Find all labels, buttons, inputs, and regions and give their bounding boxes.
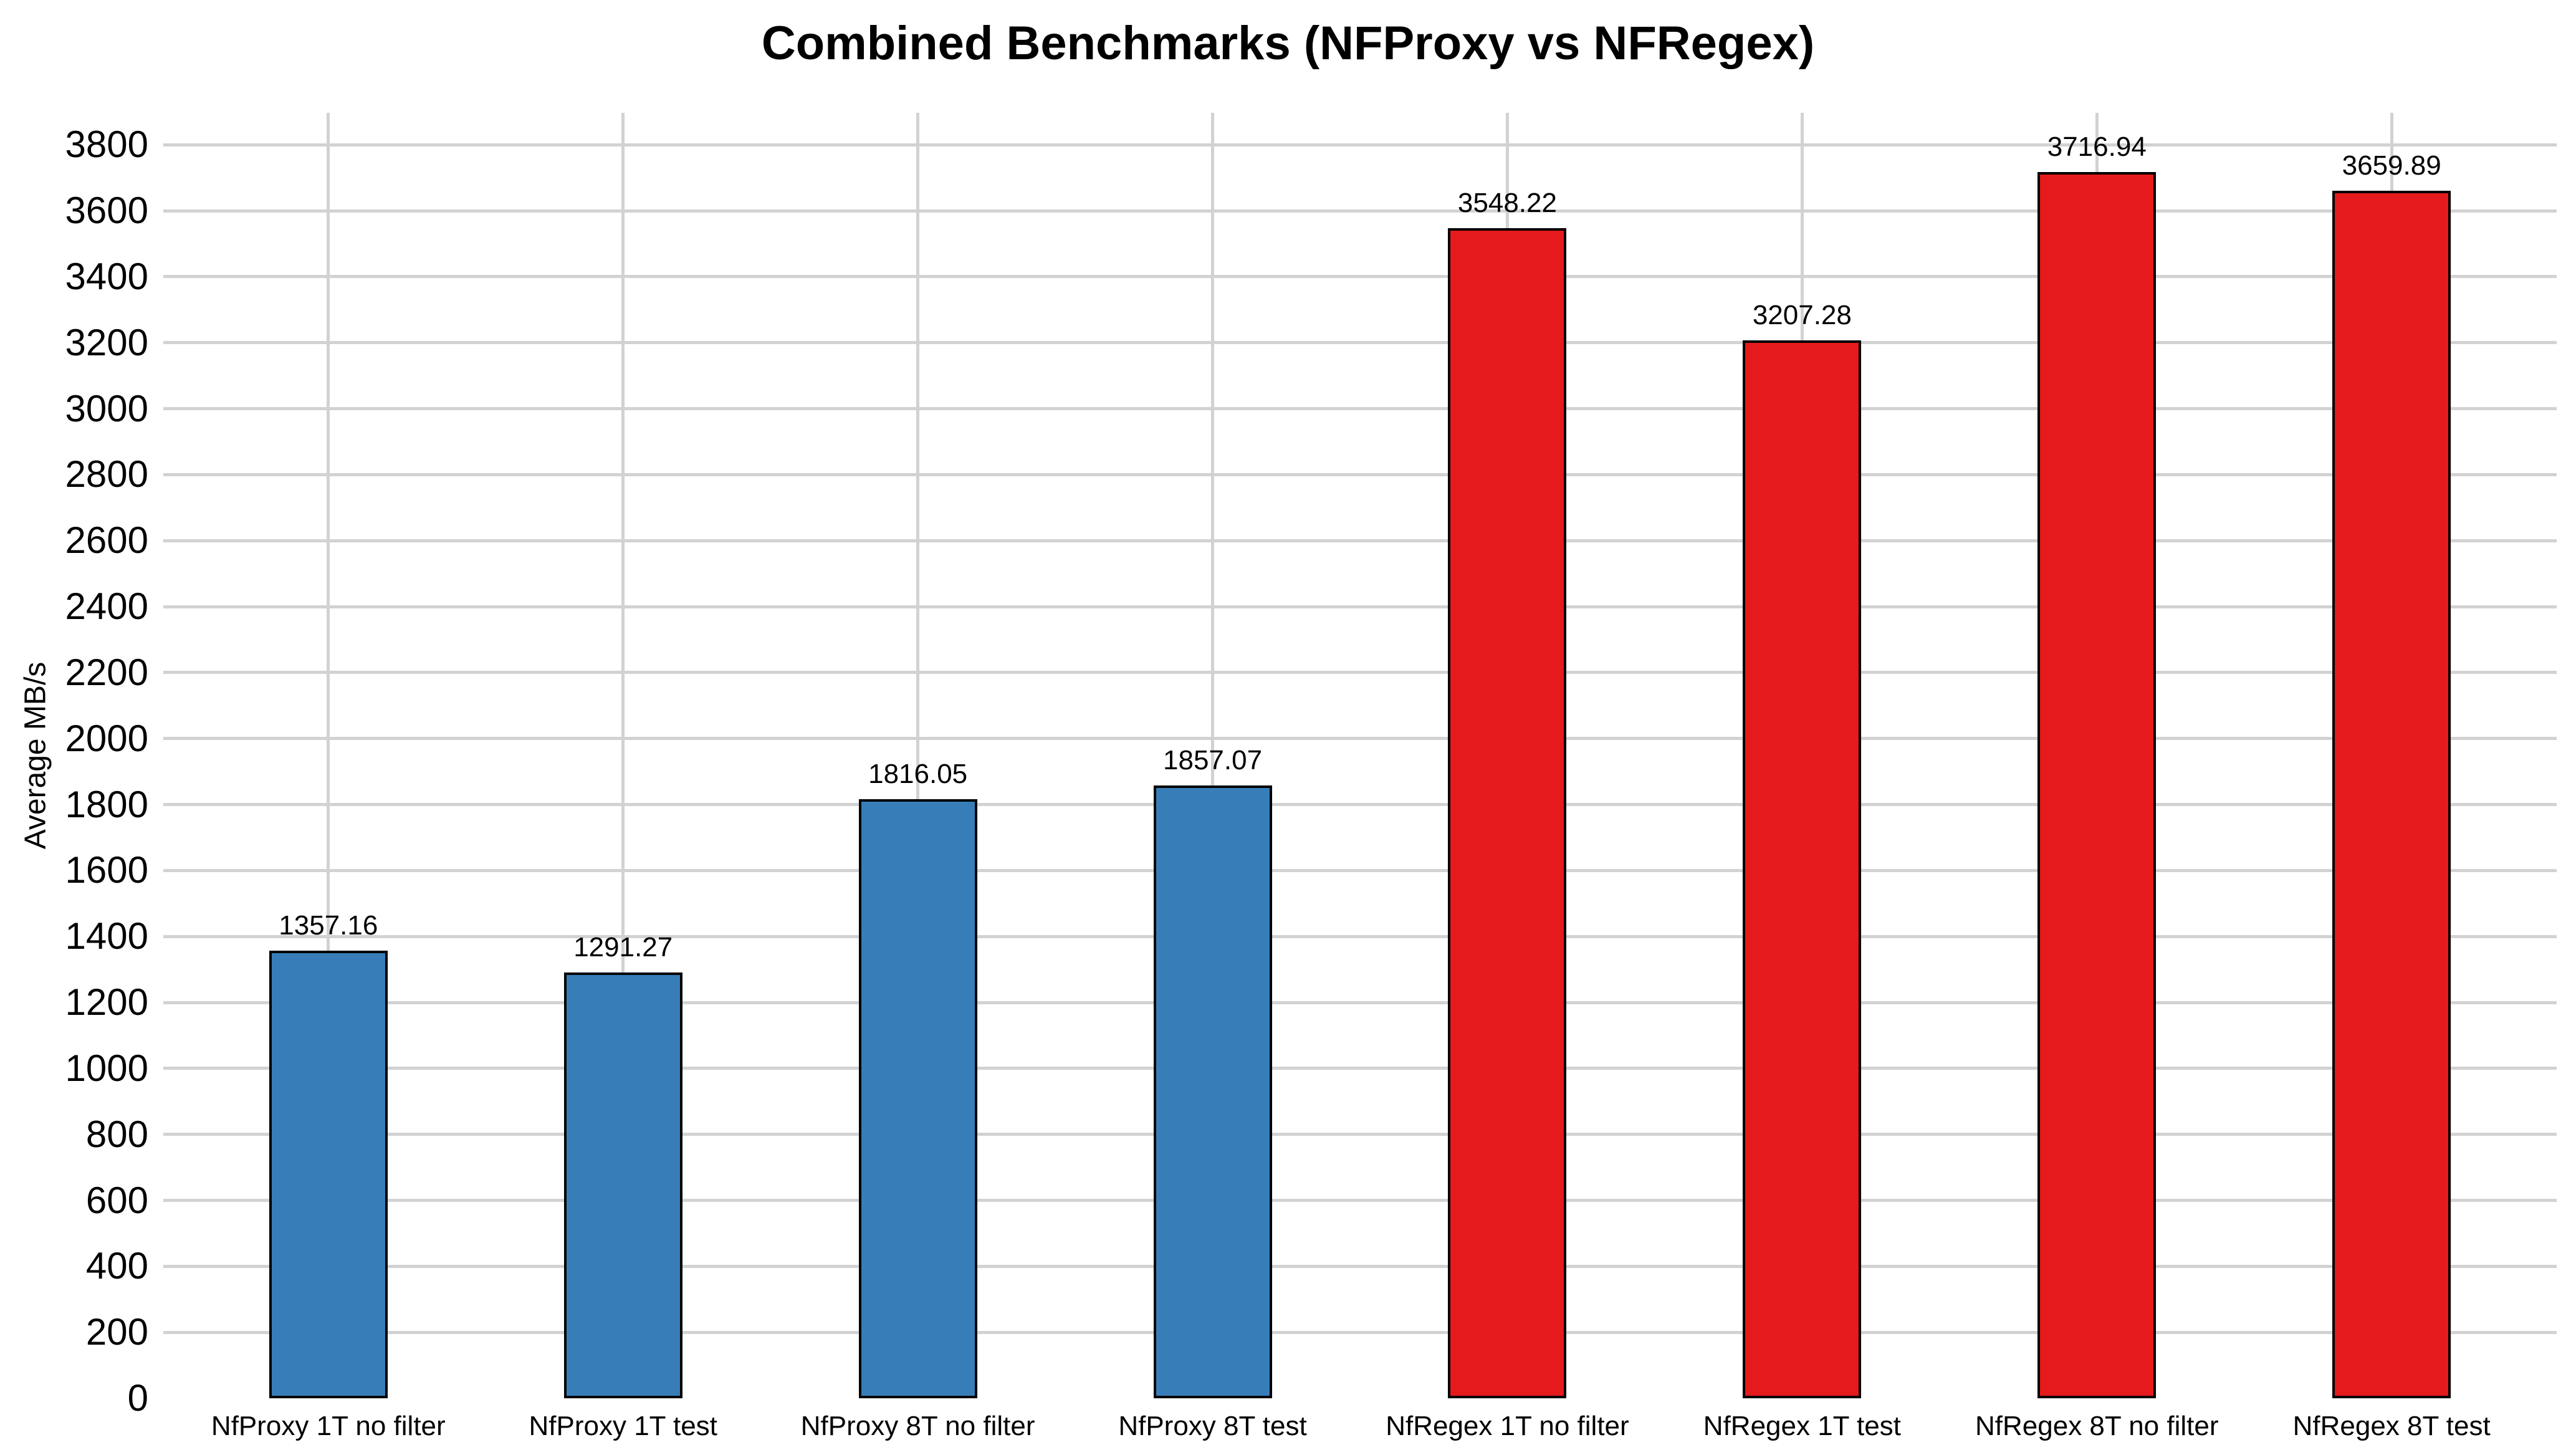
gridline-h [163,341,2557,345]
gridline-h [163,209,2557,213]
gridline-h [163,1001,2557,1004]
x-tick-label: NfRegex 8T test [2292,1411,2491,1441]
gridline-h [163,275,2557,279]
gridline-h [163,737,2557,741]
y-tick-label: 2200 [65,651,148,693]
gridline-h [163,868,2557,872]
y-tick-label: 2800 [65,453,148,496]
x-tick-label: NfProxy 8T no filter [800,1411,1035,1441]
y-tick-label: 1400 [65,915,148,958]
gridline-h [163,539,2557,542]
y-tick-label: 3600 [65,190,148,232]
bar-value-label: 3548.22 [1457,187,1557,218]
gridline-v [621,113,625,1398]
gridline-h [163,1199,2557,1203]
gridline-h [163,1067,2557,1070]
gridline-v [916,113,920,1398]
y-tick-label: 1600 [65,849,148,891]
bar [2332,191,2451,1398]
y-tick-label: 1000 [65,1047,148,1089]
bar [1743,340,1862,1398]
y-tick-label: 3800 [65,123,148,166]
bar-value-label: 3207.28 [1752,299,1852,330]
gridline-v [1211,113,1215,1398]
bar [269,950,388,1398]
gridline-h [163,1330,2557,1334]
gridline-h [163,671,2557,675]
bar [1153,785,1272,1398]
gridline-h [163,473,2557,476]
y-tick-label: 2600 [65,519,148,562]
bar [563,972,682,1398]
gridline-h [163,803,2557,807]
gridline-h [163,143,2557,146]
y-tick-label: 600 [85,1179,148,1221]
y-tick-label: 1800 [65,783,148,825]
bar [2037,172,2157,1398]
x-tick-label: NfRegex 1T test [1703,1411,1901,1441]
gridline-v [327,113,330,1398]
bar-value-label: 1857.07 [1163,745,1263,776]
y-tick-label: 3400 [65,255,148,297]
y-tick-label: 3000 [65,387,148,430]
bar [1448,228,1567,1398]
chart-title: Combined Benchmarks (NFProxy vs NFRegex) [761,17,1815,70]
gridline-h [163,1264,2557,1268]
gridline-h [163,407,2557,411]
bar-value-label: 1357.16 [279,910,378,941]
bar-value-label: 3659.89 [2342,150,2441,181]
x-tick-label: NfRegex 8T no filter [1975,1411,2219,1441]
x-tick-label: NfRegex 1T no filter [1386,1411,1629,1441]
bar-value-label: 3716.94 [2047,132,2147,163]
gridline-h [163,1133,2557,1136]
bar-value-label: 1291.27 [573,931,673,963]
y-tick-label: 200 [85,1311,148,1353]
gridline-h [163,934,2557,938]
gridline-h [163,605,2557,608]
y-tick-label: 3200 [65,321,148,363]
bar-value-label: 1816.05 [868,759,968,790]
y-tick-label: 0 [127,1377,148,1419]
y-tick-label: 2400 [65,585,148,628]
y-tick-label: 800 [85,1113,148,1155]
y-tick-label: 400 [85,1245,148,1287]
y-tick-label: 2000 [65,717,148,759]
x-tick-label: NfProxy 1T test [529,1411,717,1441]
x-tick-label: NfProxy 8T test [1118,1411,1307,1441]
y-tick-label: 1200 [65,981,148,1024]
bar [858,799,977,1398]
x-tick-label: NfProxy 1T no filter [211,1411,446,1441]
